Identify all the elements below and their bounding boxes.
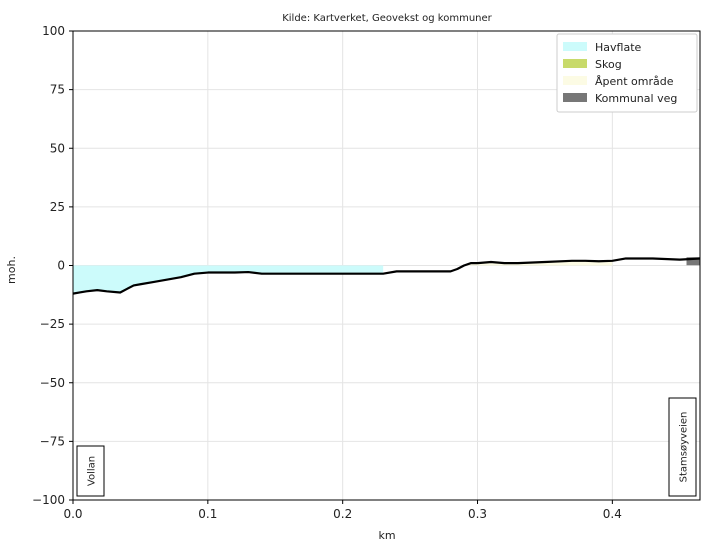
region-fill-kommunal-veg: [686, 257, 700, 266]
y-tick-label-6: −50: [40, 376, 65, 390]
y-axis-label: moh.: [5, 256, 18, 284]
y-tick-label-0: 100: [42, 24, 65, 38]
legend-swatch-3: [563, 93, 587, 102]
profile-line: [72, 257, 701, 295]
legend-box: [556, 33, 698, 113]
legend-swatch-0: [563, 42, 587, 51]
y-tick-label-5: −25: [40, 317, 65, 331]
x-tick-label-0: 0.0: [63, 507, 82, 521]
endpoint-end-label: Stamsøyveien: [679, 412, 690, 483]
endpoint-end-label-box: [668, 397, 697, 497]
y-tick-label-1: 75: [50, 83, 65, 97]
endpoint-start-label-box: [76, 445, 105, 497]
x-axis-label: km: [378, 529, 395, 541]
legend-label-2: Åpent område: [595, 75, 674, 88]
endpoint-start-label: Vollan: [87, 456, 98, 486]
endpoint-labels: Vollan Stamsøyveien: [76, 397, 697, 497]
legend-swatch-2: [563, 76, 587, 85]
y-tick-label-8: −100: [32, 493, 65, 507]
legend-label-1: Skog: [595, 58, 622, 71]
chart-title: Kilde: Kartverket, Geovekst og kommuner: [282, 13, 492, 24]
x-tick-label-3: 0.3: [468, 507, 487, 521]
region-fill-0: [73, 265, 384, 294]
region-fills: [73, 257, 700, 294]
y-tick-label-2: 50: [50, 141, 65, 155]
x-tick-label-2: 0.2: [333, 507, 352, 521]
legend-label-3: Kommunal veg: [595, 92, 677, 105]
y-tick-label-4: 0: [57, 259, 65, 273]
y-tick-label-3: 25: [50, 200, 65, 214]
x-tick-label-4: 0.4: [603, 507, 622, 521]
legend-swatch-1: [563, 59, 587, 68]
profile-line-layer: [72, 257, 701, 295]
legend-label-0: Havflate: [595, 41, 642, 54]
y-tick-label-7: −75: [40, 434, 65, 448]
x-tick-label-1: 0.1: [198, 507, 217, 521]
legend: Havflate Skog Åpent område Kommunal veg: [556, 33, 698, 113]
